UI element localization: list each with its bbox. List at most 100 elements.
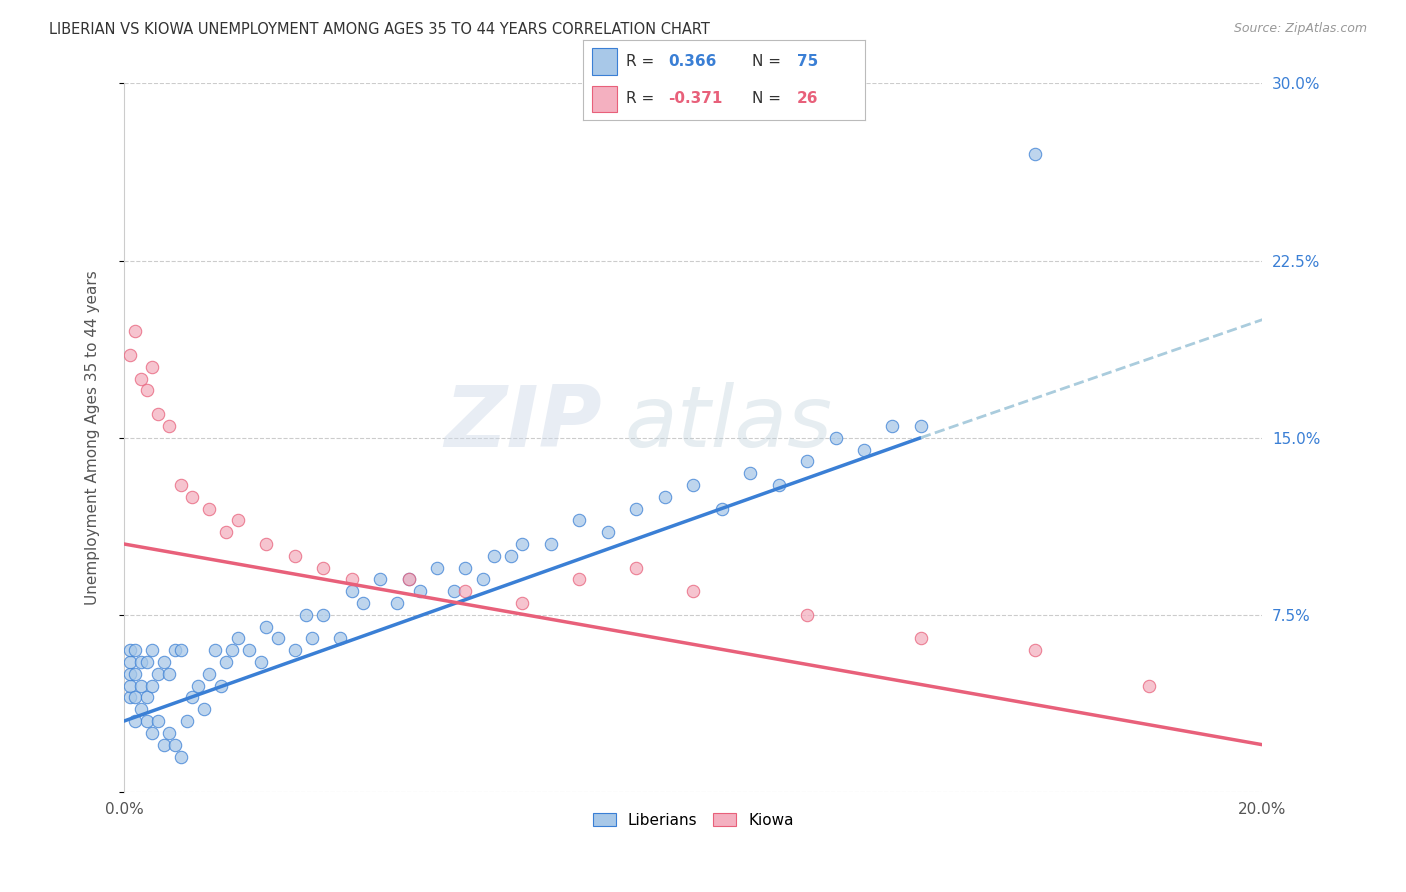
Point: [152, 655, 174, 669]
Point: [226, 632, 249, 646]
Point: [129, 702, 152, 716]
Point: [682, 478, 704, 492]
Point: [124, 325, 146, 339]
Point: [398, 573, 420, 587]
Point: [540, 537, 562, 551]
Point: [312, 607, 335, 622]
Point: [443, 584, 465, 599]
Point: [135, 655, 157, 669]
Text: ZIP: ZIP: [444, 382, 602, 465]
Point: [135, 690, 157, 705]
Text: R =: R =: [626, 54, 659, 69]
Text: N =: N =: [752, 54, 786, 69]
Point: [482, 549, 505, 563]
Y-axis label: Unemployment Among Ages 35 to 44 years: Unemployment Among Ages 35 to 44 years: [86, 270, 100, 605]
Point: [329, 632, 352, 646]
Text: 75: 75: [797, 54, 818, 69]
Point: [159, 418, 181, 433]
Point: [1024, 147, 1046, 161]
FancyBboxPatch shape: [592, 86, 617, 112]
Point: [209, 679, 232, 693]
Point: [301, 632, 323, 646]
Point: [454, 584, 477, 599]
Point: [181, 690, 204, 705]
Point: [910, 632, 932, 646]
Text: atlas: atlas: [624, 382, 832, 465]
Text: LIBERIAN VS KIOWA UNEMPLOYMENT AMONG AGES 35 TO 44 YEARS CORRELATION CHART: LIBERIAN VS KIOWA UNEMPLOYMENT AMONG AGE…: [49, 22, 710, 37]
Point: [221, 643, 243, 657]
Text: R =: R =: [626, 91, 659, 106]
Point: [118, 666, 141, 681]
Point: [596, 525, 619, 540]
Point: [882, 418, 904, 433]
Point: [165, 643, 187, 657]
Point: [266, 632, 288, 646]
Point: [568, 573, 591, 587]
Point: [768, 478, 790, 492]
Text: N =: N =: [752, 91, 786, 106]
Point: [249, 655, 271, 669]
Point: [398, 573, 420, 587]
Point: [710, 501, 733, 516]
Point: [118, 679, 141, 693]
Point: [141, 726, 163, 740]
Point: [910, 418, 932, 433]
Point: [654, 490, 676, 504]
FancyBboxPatch shape: [592, 48, 617, 75]
Point: [368, 573, 391, 587]
Point: [626, 501, 648, 516]
Point: [340, 573, 363, 587]
Point: [129, 679, 152, 693]
Point: [226, 513, 249, 527]
Point: [193, 702, 215, 716]
Point: [312, 560, 335, 574]
Point: [124, 714, 146, 728]
Point: [284, 549, 307, 563]
Point: [124, 666, 146, 681]
Point: [1024, 643, 1046, 657]
Text: 0.366: 0.366: [668, 54, 716, 69]
Point: [512, 596, 534, 610]
Point: [409, 584, 432, 599]
Point: [284, 643, 307, 657]
Point: [152, 738, 174, 752]
Point: [499, 549, 522, 563]
Point: [146, 407, 169, 421]
Point: [141, 679, 163, 693]
Point: [796, 607, 818, 622]
Point: [568, 513, 591, 527]
Point: [118, 690, 141, 705]
Point: [159, 726, 181, 740]
Point: [824, 431, 846, 445]
Point: [129, 372, 152, 386]
Point: [141, 359, 163, 374]
Text: -0.371: -0.371: [668, 91, 723, 106]
Point: [118, 348, 141, 362]
Point: [682, 584, 704, 599]
Point: [124, 690, 146, 705]
Point: [796, 454, 818, 468]
Point: [471, 573, 494, 587]
Legend: Liberians, Kiowa: Liberians, Kiowa: [586, 806, 800, 834]
Point: [124, 643, 146, 657]
Point: [626, 560, 648, 574]
Point: [118, 643, 141, 657]
Point: [295, 607, 318, 622]
Point: [176, 714, 198, 728]
Point: [129, 655, 152, 669]
Point: [204, 643, 226, 657]
Point: [170, 478, 193, 492]
Point: [187, 679, 209, 693]
Text: Source: ZipAtlas.com: Source: ZipAtlas.com: [1233, 22, 1367, 36]
Point: [159, 666, 181, 681]
Point: [146, 666, 169, 681]
Point: [385, 596, 408, 610]
Point: [135, 384, 157, 398]
Point: [141, 643, 163, 657]
Point: [454, 560, 477, 574]
Point: [426, 560, 449, 574]
Point: [238, 643, 260, 657]
Point: [181, 490, 204, 504]
Point: [340, 584, 363, 599]
Point: [215, 655, 238, 669]
